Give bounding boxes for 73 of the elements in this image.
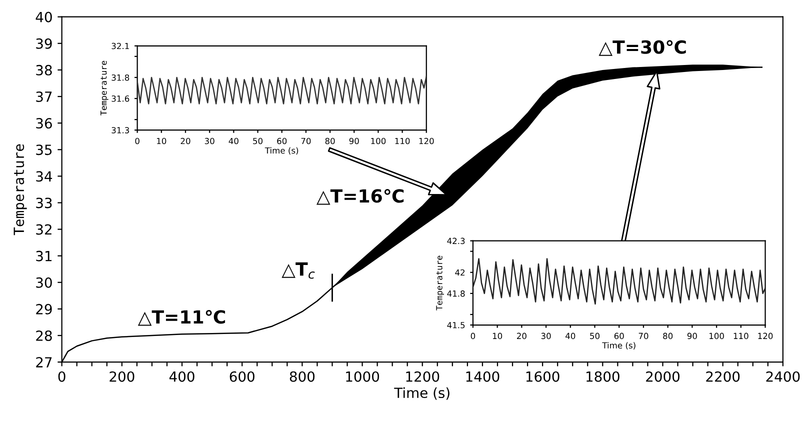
y-tick-label: 42 xyxy=(455,269,464,276)
x-tick-label: 0 xyxy=(58,371,66,382)
y-tick-label: 32 xyxy=(36,224,52,235)
x-tick-label: 50 xyxy=(253,138,263,144)
x-tick-label: 20 xyxy=(516,332,526,340)
y-tick-label: 38 xyxy=(36,64,52,76)
y-axis-title: Temperature xyxy=(100,60,108,116)
y-tick-label: 31.3 xyxy=(112,127,130,134)
x-tick-label: 20 xyxy=(180,138,190,144)
x-tick-label: 10 xyxy=(157,138,166,144)
x-tick-label: 40 xyxy=(228,138,238,144)
y-tick-label: 28 xyxy=(36,330,52,341)
y-tick-label: 41.8 xyxy=(447,290,465,297)
x-axis-title: Time (s) xyxy=(394,387,450,400)
x-tick-label: 70 xyxy=(638,332,648,340)
x-tick-label: 2400 xyxy=(766,371,800,382)
x-axis-title: Time (s) xyxy=(264,147,298,155)
y-axis-title: Temperature xyxy=(14,144,27,236)
y-tick-label: 37 xyxy=(36,91,52,102)
x-tick-label: 10 xyxy=(492,332,502,340)
y-tick-label: 40 xyxy=(36,12,52,22)
x-tick-label: 2000 xyxy=(646,371,680,382)
x-tick-label: 40 xyxy=(566,332,576,340)
x-tick-label: 110 xyxy=(734,332,748,340)
y-tick-label: 33 xyxy=(36,198,52,208)
x-tick-label: 60 xyxy=(614,332,624,340)
x-tick-label: 50 xyxy=(590,332,600,340)
y-tick-label: 31 xyxy=(36,250,52,262)
x-tick-label: 80 xyxy=(325,138,335,144)
x-tick-label: 0 xyxy=(470,332,476,340)
annotation: △T=30℃ xyxy=(598,40,686,56)
x-axis-title: Time (s) xyxy=(602,342,636,350)
x-tick-label: 70 xyxy=(301,138,311,144)
annotation: △T$_{c}$ xyxy=(282,262,315,279)
annotation: △T=16℃ xyxy=(316,188,404,205)
x-tick-label: 100 xyxy=(710,332,724,340)
y-tick-label: 36 xyxy=(36,118,52,129)
annotation: △T=11℃ xyxy=(138,310,226,326)
x-tick-label: 1600 xyxy=(526,371,560,382)
x-tick-label: 1000 xyxy=(346,371,380,382)
y-tick-label: 27 xyxy=(36,357,52,368)
x-tick-label: 30 xyxy=(204,138,214,144)
x-tick-label: 60 xyxy=(277,138,287,144)
y-tick-label: 41.5 xyxy=(447,322,465,328)
y-tick-label: 35 xyxy=(36,144,52,156)
x-tick-label: 800 xyxy=(290,371,315,382)
x-tick-label: 120 xyxy=(419,138,434,144)
x-tick-label: 30 xyxy=(541,332,551,340)
x-tick-label: 80 xyxy=(663,332,673,340)
y-tick-label: 42.3 xyxy=(447,238,465,244)
x-tick-label: 400 xyxy=(169,371,194,382)
x-tick-label: 90 xyxy=(349,138,359,144)
x-tick-label: 1400 xyxy=(466,371,500,382)
line-series xyxy=(137,76,426,104)
line-series xyxy=(472,258,766,305)
y-tick-label: 32.1 xyxy=(112,42,129,50)
x-tick-label: 100 xyxy=(371,138,386,144)
y-tick-label: 39 xyxy=(36,38,52,49)
y-axis-title: Temperature xyxy=(436,256,444,310)
y-tick-label: 30 xyxy=(36,277,52,288)
x-tick-label: 600 xyxy=(230,371,254,382)
y-tick-label: 31.8 xyxy=(112,74,130,81)
y-tick-label: 31.6 xyxy=(112,95,130,102)
x-tick-label: 90 xyxy=(687,332,697,340)
x-tick-label: 0 xyxy=(135,138,140,144)
x-tick-label: 110 xyxy=(395,138,410,144)
x-tick-label: 2200 xyxy=(706,371,740,382)
x-tick-label: 120 xyxy=(758,332,773,340)
y-tick-label: 34 xyxy=(36,171,52,182)
x-tick-label: 200 xyxy=(110,371,134,382)
x-tick-label: 1800 xyxy=(586,371,620,382)
x-tick-label: 1200 xyxy=(406,371,440,382)
y-tick-label: 29 xyxy=(36,304,52,314)
